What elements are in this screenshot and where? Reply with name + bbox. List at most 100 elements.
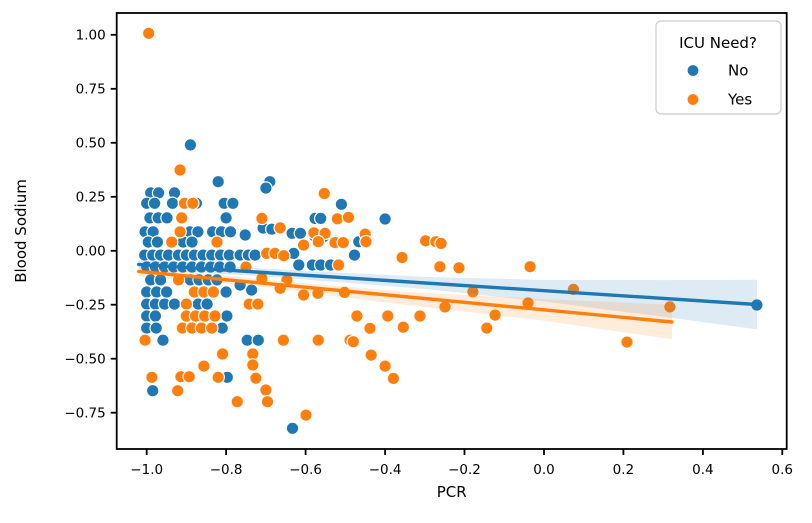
y-tick-label: −0.25 [64,298,105,314]
scatter-point-yes [249,371,263,385]
legend-swatch-no-icon [687,65,699,76]
y-tick-label: 0.75 [76,82,106,98]
scatter-point-no [251,333,266,347]
scatter-point-yes [363,321,377,336]
y-tick-label: −0.50 [64,352,105,368]
x-tick-label: 0.4 [692,462,713,478]
scatter-point-no [226,196,240,211]
scatter-point-yes [210,235,224,249]
scatter-point-yes [350,309,364,323]
scatter-point-no [148,309,163,323]
regression-line-no [136,262,759,307]
scatter-point-no [293,226,308,241]
scatter-point-yes [413,309,427,323]
scatter-point-yes [276,333,291,347]
scatter-point-no [238,228,252,242]
scatter-point-yes [174,211,189,225]
scatter-point-yes [331,258,346,272]
scatter-point-yes [311,333,326,347]
scatter-point-no [291,258,306,272]
scatter-point-yes [380,309,395,323]
scatter-point-yes [141,26,156,41]
x-tick-label: 0.0 [533,462,554,478]
scatter-point-yes [433,259,447,274]
x-tick-label: −0.4 [369,462,402,478]
scatter-point-yes [164,235,179,249]
scatter-point-yes [251,297,265,311]
scatter-point-yes [173,163,187,177]
scatter-point-no [185,235,199,249]
scatter-point-yes [215,347,230,361]
scatter-point-yes [255,211,269,226]
scatter-point-no [156,333,170,347]
scatter-point-yes [479,321,494,335]
scatter-point-no [191,225,205,239]
scatter-point-yes [299,408,313,422]
scatter-point-yes [296,288,311,302]
scatter-points-layer [137,26,764,436]
scatter-point-no [220,309,234,323]
scatter-point-no [167,297,182,311]
scatter-point-yes [173,225,187,239]
scatter-point-yes [359,234,373,249]
legend-box [655,20,782,115]
regression-lines-layer [136,262,759,324]
scatter-point-yes [206,285,221,299]
scatter-point-yes [311,234,326,249]
scatter-point-yes [276,248,291,263]
axes-layer: −1.0 −0.8 −0.6 −0.4 −0.2 0.0 0.2 0.4 0.6 1.00 0.75… [64,12,793,478]
scatter-point-no [313,211,328,226]
scatter-point-no [285,421,300,436]
scatter-point-no [149,321,163,335]
x-tick-label: 0.6 [772,462,793,478]
scatter-point-yes [378,359,392,373]
scatter-point-yes [452,260,466,275]
scatter-point-yes [330,212,345,226]
scatter-point-no [147,196,162,211]
scatter-point-yes [208,309,222,323]
scatter-point-yes [620,335,634,349]
scatter-point-no [145,383,160,398]
scatter-point-no [244,283,259,297]
scatter-point-yes [260,394,275,409]
scatter-point-no [219,211,233,225]
y-tick-label: 0.25 [76,190,106,206]
x-tick-label: −0.2 [448,462,481,478]
legend-title: ICU Need? [679,34,757,52]
y-tick-label: 0.00 [76,244,106,260]
scatter-point-no [219,285,233,299]
scatter-point-yes [145,370,159,385]
scatter-point-yes [170,383,185,398]
x-axis-label: PCR [437,483,467,501]
scatter-point-yes [296,238,311,252]
scatter-point-yes [346,334,361,349]
scatter-point-yes [138,333,152,347]
scatter-point-yes [341,210,356,225]
scatter-point-no [200,297,214,311]
scatter-point-yes [205,321,219,335]
scatter-point-no [223,225,238,239]
scatter-point-yes [434,236,448,251]
regression-line-yes [136,269,674,324]
scatter-point-yes [396,320,411,334]
scatter-point-yes [663,300,677,314]
scatter-point-no [159,285,174,299]
ci-band-no [138,260,757,330]
scatter-point-no [334,197,349,212]
scatter-point-no [378,212,392,226]
scatter-point-yes [211,370,225,385]
legend-item-yes: Yes [727,91,752,109]
scatter-point-yes [523,259,537,274]
scatter-point-no [248,248,262,262]
scatter-point-yes [386,371,401,386]
scatter-point-yes [364,348,378,362]
y-tick-label: −0.75 [64,406,105,422]
scatter-point-yes [179,297,194,311]
scatter-point-yes [488,308,502,322]
legend: ICU Need? No Yes [655,20,782,115]
y-axis-label: Blood Sodium [12,179,30,283]
plot-frame [115,12,788,450]
x-tick-label: −0.6 [289,462,322,478]
